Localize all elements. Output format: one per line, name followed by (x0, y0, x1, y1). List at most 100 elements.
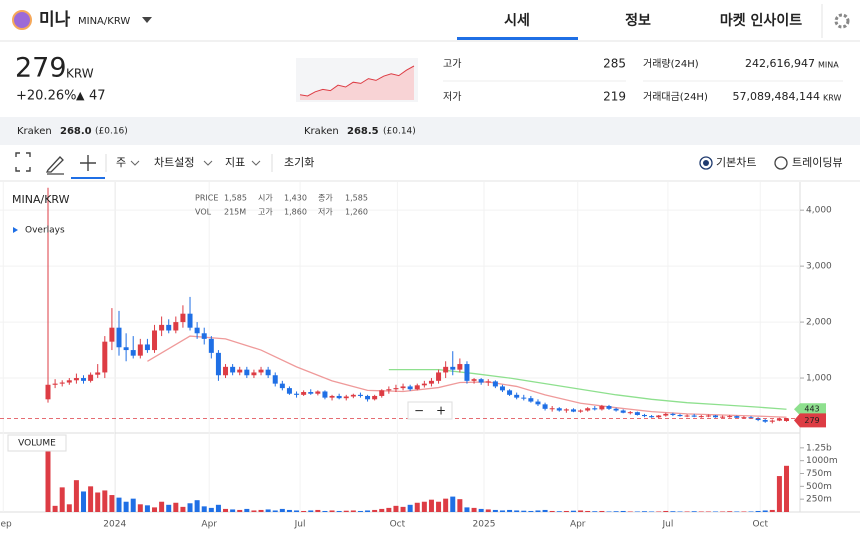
volume-title: VOLUME (18, 439, 56, 449)
candle-body (599, 406, 605, 410)
zoom-in[interactable]: + (436, 404, 446, 418)
crosshair-icon[interactable] (80, 155, 96, 171)
radio-dot (703, 160, 709, 166)
candle-body (251, 372, 257, 376)
radio-selected[interactable] (699, 156, 713, 170)
chevron (130, 160, 140, 166)
volume-bar (599, 510, 605, 512)
volume-bar (428, 499, 434, 512)
chevron (251, 160, 261, 166)
volume-bar (698, 511, 704, 512)
candle-body (691, 415, 697, 417)
info-value: 1,860 (284, 208, 307, 217)
candle-body (159, 324, 165, 331)
candle-body (350, 394, 356, 397)
volume-bar (180, 506, 186, 512)
candle-body (457, 364, 463, 370)
volume-bar (130, 498, 136, 512)
candle-body (649, 416, 655, 418)
volume-bar (230, 509, 236, 512)
candle-body (144, 344, 150, 351)
volume-bar (734, 511, 740, 512)
volume-bar (677, 511, 683, 512)
volume-bar (407, 504, 413, 512)
candle-body (514, 394, 520, 398)
exchange-fx: (£0.16) (95, 127, 128, 137)
candle-body (627, 412, 633, 414)
candle-body (485, 381, 491, 383)
volume-bar (343, 510, 349, 512)
volume-bar (727, 511, 733, 512)
volume-bar (81, 491, 87, 512)
tab[interactable]: 정보 (625, 12, 651, 29)
vol-tick-label: 1.25b (806, 443, 832, 453)
volume-bar (393, 505, 399, 512)
reset[interactable]: 초기화 (284, 156, 314, 169)
candle-body (322, 391, 328, 398)
volume-bar (357, 510, 363, 512)
volume-bar (514, 510, 520, 512)
coin-logo (12, 10, 32, 30)
volume-bar (450, 496, 456, 512)
volume-bar (563, 510, 569, 512)
volume-bar (315, 509, 321, 512)
draw-icon[interactable] (45, 156, 64, 175)
ma-tag (794, 403, 826, 416)
overlays-toggle[interactable] (13, 227, 18, 233)
candle-body (592, 408, 598, 410)
chart-settings[interactable]: 차트설정 (154, 156, 194, 169)
zoom-out[interactable]: − (414, 404, 424, 418)
candle-body (776, 418, 782, 421)
volume-bar (329, 510, 335, 512)
pair-dropdown[interactable] (142, 17, 152, 23)
zoom-control (407, 401, 453, 420)
candle-body (443, 366, 449, 373)
candle-body (421, 383, 427, 386)
top-bar (0, 0, 860, 41)
volume-bar (542, 509, 548, 512)
volume: 242,616,947 (745, 57, 815, 70)
tool-indicator (71, 177, 105, 179)
mode[interactable]: 트레이딩뷰 (792, 156, 843, 169)
volume-bar (656, 511, 662, 512)
candle-body (670, 413, 676, 415)
candle-body (620, 410, 626, 413)
candle-body (130, 350, 136, 356)
price-tag (794, 413, 826, 428)
candle-body (748, 417, 754, 419)
volume-bar (301, 510, 307, 512)
overlays[interactable]: Overlays (25, 226, 65, 236)
volume-bar (762, 510, 768, 512)
exchange-bar (0, 117, 860, 145)
settings-gear[interactable] (834, 13, 850, 29)
candle-body (450, 366, 456, 370)
volume-bar (173, 502, 179, 512)
candle-body (66, 380, 72, 383)
candle-body (705, 415, 711, 417)
radio[interactable] (774, 156, 788, 170)
fullscreen-icon[interactable] (15, 152, 31, 172)
mode[interactable]: 기본차트 (716, 156, 756, 169)
volume-bar (308, 510, 314, 512)
volume-bar (244, 508, 250, 512)
volume-bar (507, 509, 513, 512)
volume-bar (279, 508, 285, 512)
volume-bar (670, 511, 676, 512)
candle-body (81, 378, 87, 381)
info-label: 고가 (258, 208, 273, 217)
volume-bar (187, 503, 193, 512)
candle-body (365, 395, 371, 400)
vol-tick-label: 500m (806, 482, 832, 492)
candle-body (95, 372, 101, 375)
tab[interactable]: 시세 (504, 13, 530, 29)
interval[interactable]: 주 (116, 156, 126, 169)
x-tick-label: Apr (201, 520, 217, 530)
tab[interactable]: 마켓 인사이트 (720, 12, 802, 29)
volume-bar (535, 510, 541, 512)
exchange-price: 268.5 (347, 126, 379, 137)
candle-body (386, 389, 392, 391)
candle-body (400, 386, 406, 389)
indicators[interactable]: 지표 (225, 156, 245, 169)
volume-bar (436, 501, 442, 512)
volume-bar (634, 511, 640, 512)
